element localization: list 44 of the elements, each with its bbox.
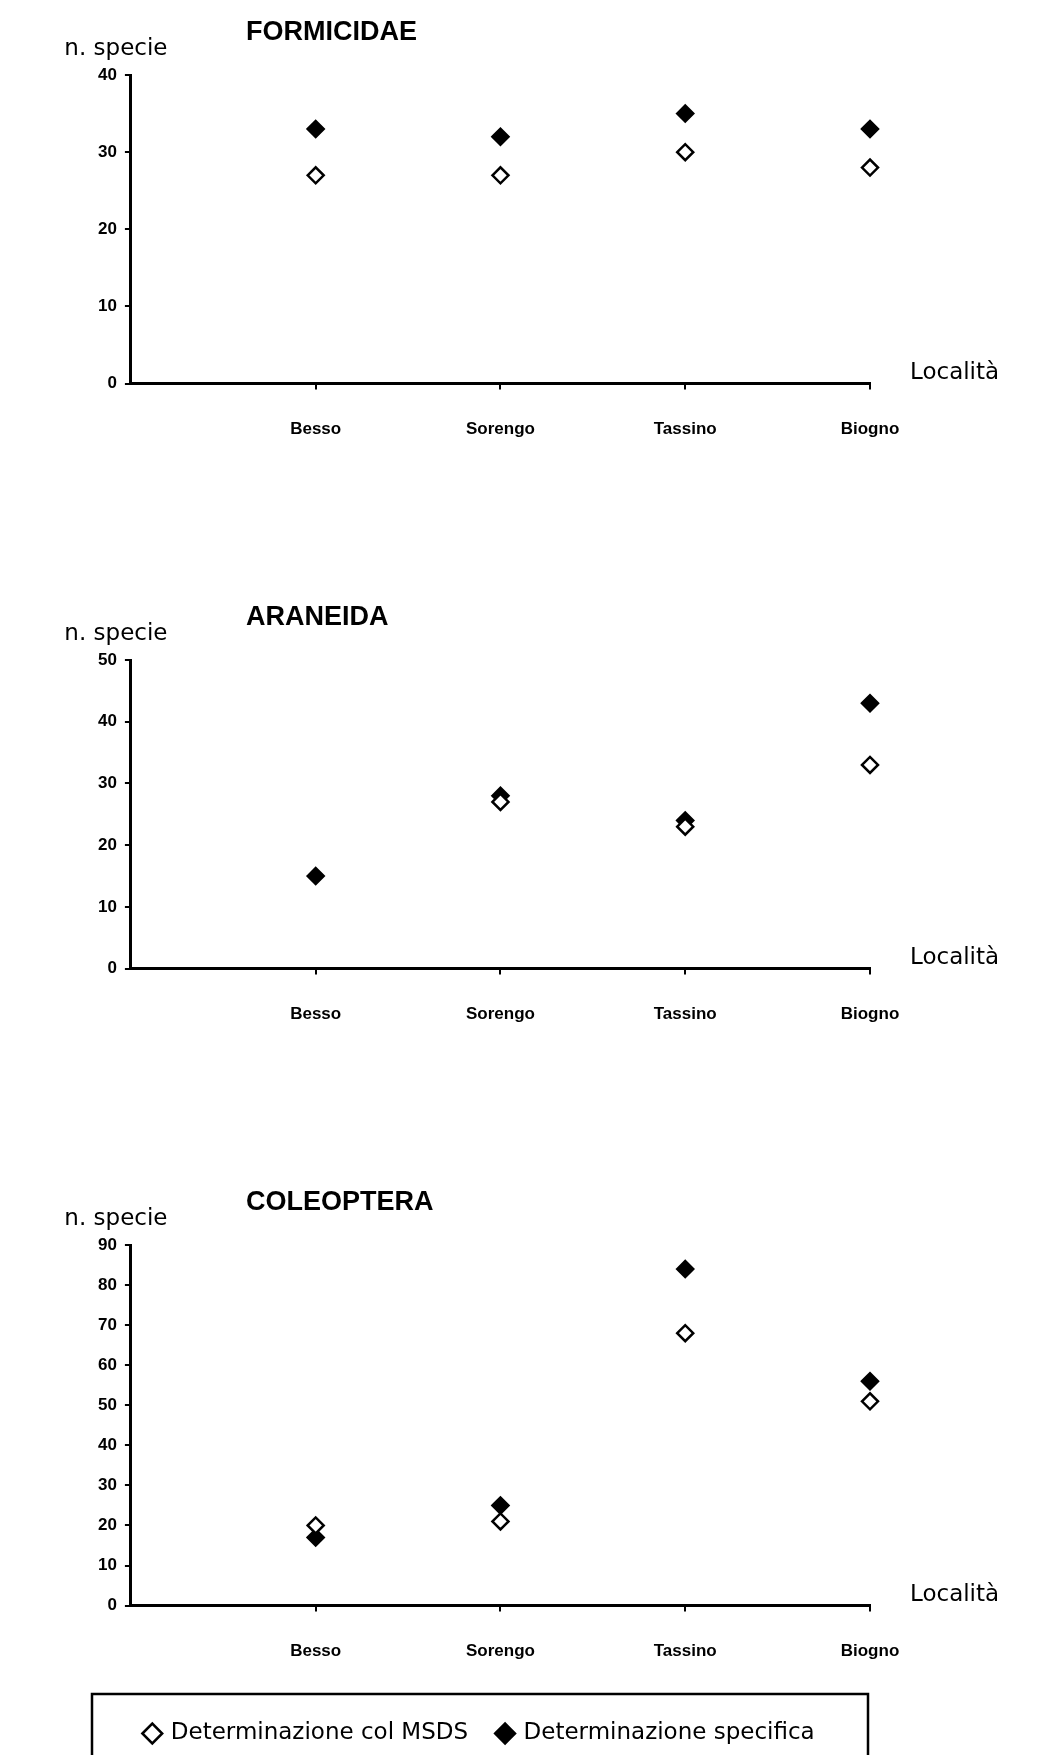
chart-title: COLEOPTERA: [245, 1186, 434, 1216]
legend-label: Determinazione specifica: [523, 1718, 815, 1745]
x-tick-label: Tassino: [653, 419, 717, 439]
x-tick-label: Besso: [290, 1004, 342, 1024]
x-tick-label: Besso: [290, 419, 342, 439]
y-tick-label: 40: [97, 1435, 117, 1455]
y-tick-label: 60: [97, 1354, 117, 1374]
x-tick-label: Tassino: [653, 1641, 717, 1661]
y-tick-label: 20: [97, 218, 117, 238]
y-axis-title: n. specie: [64, 1204, 168, 1230]
x-axis-title: Località: [910, 1579, 1000, 1606]
y-tick-label: 20: [97, 1515, 117, 1535]
chart-title: ARANEIDA: [245, 601, 389, 631]
y-tick-label: 10: [97, 896, 117, 916]
y-tick-label: 10: [97, 1555, 117, 1575]
y-tick-label: 70: [97, 1314, 117, 1334]
x-tick-label: Biogno: [840, 1641, 900, 1661]
x-axis-title: Località: [910, 942, 1000, 969]
x-tick-label: Sorengo: [465, 419, 535, 439]
y-tick-label: 40: [97, 711, 117, 731]
y-tick-label: 30: [97, 141, 117, 161]
y-tick-label: 20: [97, 834, 117, 854]
y-tick-label: 80: [97, 1274, 117, 1294]
legend-label: Determinazione col MSDS: [170, 1718, 469, 1745]
x-axis-title: Località: [910, 357, 1000, 384]
y-tick-label: 0: [107, 1595, 117, 1615]
y-tick-label: 0: [107, 958, 117, 978]
x-tick-label: Biogno: [840, 419, 900, 439]
y-tick-label: 50: [97, 1394, 117, 1414]
chart-title: FORMICIDAE: [245, 16, 417, 46]
x-tick-label: Biogno: [840, 1004, 900, 1024]
y-tick-label: 50: [97, 649, 117, 669]
y-tick-label: 40: [97, 64, 117, 84]
x-tick-label: Tassino: [653, 1004, 717, 1024]
x-tick-label: Besso: [290, 1641, 342, 1661]
y-tick-label: 30: [97, 1475, 117, 1495]
x-tick-label: Sorengo: [465, 1004, 535, 1024]
x-tick-label: Sorengo: [465, 1641, 535, 1661]
y-tick-label: 90: [97, 1234, 117, 1254]
y-tick-label: 0: [107, 373, 117, 393]
y-axis-title: n. specie: [64, 34, 168, 60]
y-tick-label: 10: [97, 296, 117, 316]
y-tick-label: 30: [97, 773, 117, 793]
y-axis-title: n. specie: [64, 619, 168, 645]
